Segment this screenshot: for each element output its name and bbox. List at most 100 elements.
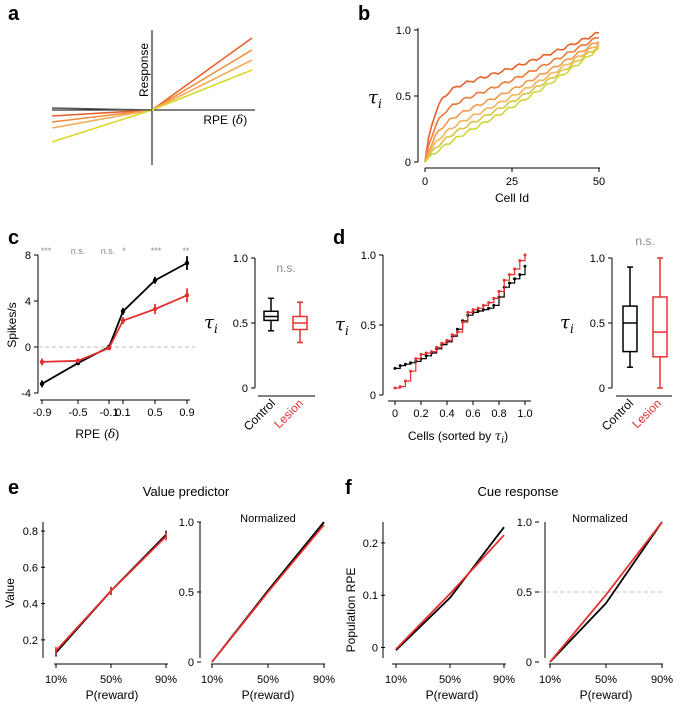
d-point-1-8 [435,345,439,349]
e-lines [55,530,167,657]
d-point-1-11 [450,333,454,337]
d-point-1-12 [455,330,459,334]
e-yticks: 0.2 0.4 0.6 0.8 [23,526,45,647]
b-curve-1 [424,36,600,161]
e-norm-title: Normalized [240,513,296,525]
e-ytick-label-3: 0.8 [23,526,38,538]
d-point-0-1 [398,364,402,368]
e-xtick-label-1: 50% [100,674,122,686]
b-curve-3 [424,42,600,163]
c-box-sig: n.s. [276,261,295,275]
panel-c: c -4 0 4 8 Spikes/s -0.9 -0.5 -0.10.1 0.5 0.… [5,227,315,441]
panel-letter-f: f [345,477,352,499]
b-ytick-label-0: 0 [405,157,411,169]
c-xticks: -0.9 -0.5 -0.10.1 0.5 0.9 [33,400,195,419]
e-title: Value predictor [143,484,230,499]
d-point-1-17 [481,303,485,307]
b-curve-5 [424,47,600,163]
c-xtick-label-4: 0.5 [147,407,162,419]
a-line-right-1 [151,49,253,111]
a-line-flat [51,107,153,111]
c-series-control [41,262,188,385]
c-point-0-4 [152,278,158,283]
e-norm-yticks: 0 0.5 1.0 [179,517,201,669]
c-sig-0: *** [41,246,52,256]
d-xticks: 0 0.2 0.4 0.6 0.8 1.0 [392,401,533,420]
d-point-0-0 [393,366,397,370]
d-xtick-label-3: 0.6 [465,408,480,420]
c-sig-3: * [122,246,126,256]
d-point-1-7 [429,350,433,354]
c-box-ytick-label-05: 0.5 [233,318,248,330]
c-box-plot [263,297,308,344]
f-norm-ytick-label-2: 1.0 [517,517,532,529]
c-point-1-3 [120,318,126,323]
d-series-control [395,266,526,369]
d-point-1-22 [507,273,511,277]
b-ylabel: τi [368,87,382,111]
c-point-1-5 [184,293,190,298]
f-norm-series-red [549,521,663,663]
c-point-0-0 [39,381,45,386]
d-point-0-24 [518,273,522,277]
d-ytick-label-0: 0 [370,390,376,402]
c-point-1-2 [106,345,112,351]
d-point-1-4 [414,357,418,361]
d-point-1-3 [409,369,413,373]
f-ytick-label-1: 0.1 [363,590,378,602]
f-xtick-label-0: 10% [385,674,407,686]
a-line-left-3 [51,109,153,143]
a-line-left-1 [51,109,153,123]
c-sig: *** n.s. n.s. * *** ** [41,246,190,256]
d-lines [393,253,527,390]
f-ylabel: Population RPE [344,568,358,653]
c-xtick-label-0: -0.9 [33,407,52,419]
f-xticks: 10% 50% 90% [385,664,515,686]
b-xtick-label-25: 25 [506,176,518,188]
e-norm-lines [211,521,325,663]
c-ytick-label-m4: -4 [21,388,31,400]
d-point-1-24 [518,259,522,263]
f-norm-xtick-label-1: 50% [595,674,617,686]
d-point-0-18 [487,306,491,310]
d-point-1-25 [523,253,527,257]
a-xlabel-paren: (δ) [232,113,247,127]
c-box-group-lesion: Lesion [271,396,306,431]
panel-a: a Response RPE (δ) [8,3,255,165]
a-line-right-3 [151,69,253,111]
panel-b: b 1.0 0.5 0 0 25 50 Cell Id τi [358,3,605,205]
d-xtick-label-2: 0.4 [439,408,454,420]
c-lines [39,256,190,388]
e-ytick-label-1: 0.4 [23,599,38,611]
c-xtick-label-2: -0.1 [100,407,119,419]
c-sig-5: ** [182,246,190,256]
b-ytick-label-05: 0.5 [396,91,411,103]
c-xlabel-paren: (δ) [104,427,119,441]
d-box-ytick-label-05: 0.5 [590,318,605,330]
a-line-right-2 [151,59,253,111]
d-point-1-6 [424,351,428,355]
c-xtick-label-1: -0.5 [69,407,88,419]
e-xticks: 10% 50% 90% [45,664,177,686]
a-lines [51,37,253,143]
c-point-0-3 [120,309,126,314]
c-ylabel: Spikes/s [5,302,19,347]
d-point-1-18 [487,301,491,305]
b-curve-4 [424,45,600,163]
d-point-1-0 [393,386,397,390]
d-xtick-label-5: 1.0 [517,408,532,420]
f-norm-ytick-label-0: 0 [526,657,532,669]
d-point-1-5 [419,352,423,356]
d-point-1-2 [403,379,407,383]
d-box-sig: n.s. [635,234,654,248]
e-norm-ytick-label-1: 0.5 [179,587,194,599]
panel-d: d 1.0 0.5 0 τi 0 0.2 0.4 0.6 0.8 1.0 Cells (s… [333,227,672,446]
e-norm-xlabel: P(reward) [242,688,295,702]
d-ytick-label-05: 0.5 [361,320,376,332]
d-xtick-label-1: 0.2 [413,408,428,420]
e-norm-xtick-label-1: 50% [257,674,279,686]
d-point-1-16 [476,306,480,310]
a-xlabel-sym: δ [236,113,243,127]
d-box-plot [622,257,668,389]
